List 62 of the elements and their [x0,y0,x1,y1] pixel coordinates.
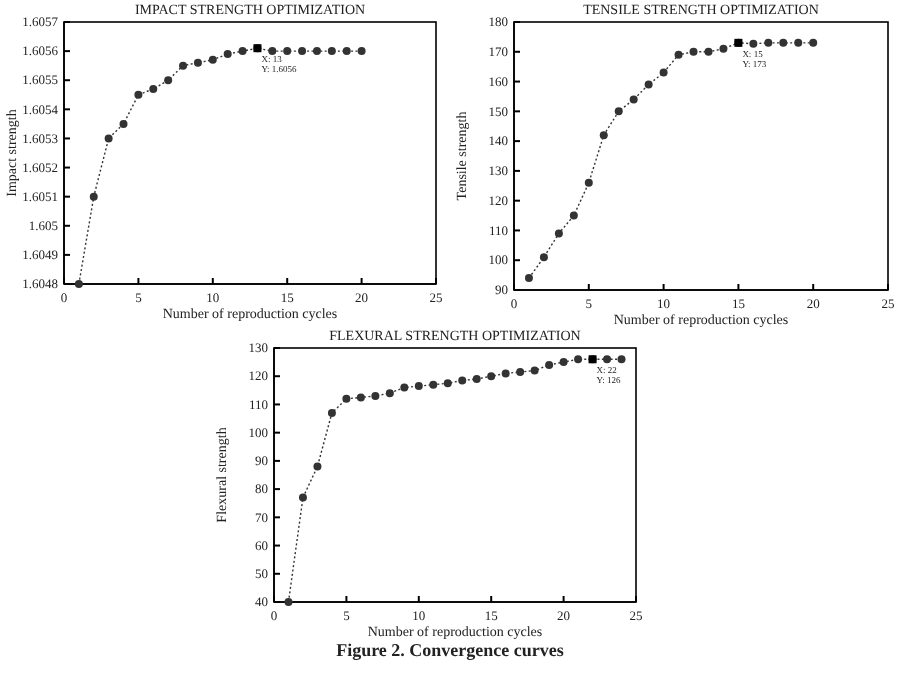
point [659,68,668,77]
point [674,50,683,59]
point [327,47,336,56]
point [342,394,351,403]
point [356,393,365,402]
point [530,366,539,375]
point [357,47,366,56]
point [238,47,247,56]
point [371,391,380,400]
point [164,76,173,85]
point [501,369,510,378]
point [298,47,307,56]
point [284,598,293,606]
point [554,229,563,238]
point [74,280,83,288]
point [749,39,758,48]
point [584,178,593,187]
point [599,131,608,140]
point [644,80,653,89]
point [89,192,98,201]
point [629,95,638,104]
point [689,47,698,56]
point [385,389,394,398]
point [809,38,818,47]
point [472,375,481,384]
point [298,493,307,502]
point [429,380,438,389]
point [119,119,128,128]
point [104,134,113,143]
point [458,376,467,385]
point [268,47,277,56]
point [574,355,583,364]
point [617,355,626,364]
point [487,372,496,381]
point [327,408,336,417]
point [134,90,143,99]
point [779,38,788,47]
point [559,358,568,367]
point [193,58,202,67]
point [283,47,292,56]
point [764,38,773,47]
point [516,367,525,376]
point [794,38,803,47]
point [704,47,713,56]
point [400,383,409,392]
point [208,55,217,64]
point [313,462,322,471]
point [443,379,452,388]
point [719,44,728,53]
caption: Figure 2. Convergence curves [336,640,565,660]
point [342,47,351,56]
point [614,107,623,116]
point [524,274,533,283]
point [569,211,578,220]
point [545,360,554,369]
point [223,50,232,59]
point [539,253,548,262]
point [414,382,423,391]
point [312,47,321,56]
point [179,61,188,70]
point [149,84,158,93]
point [603,355,612,364]
